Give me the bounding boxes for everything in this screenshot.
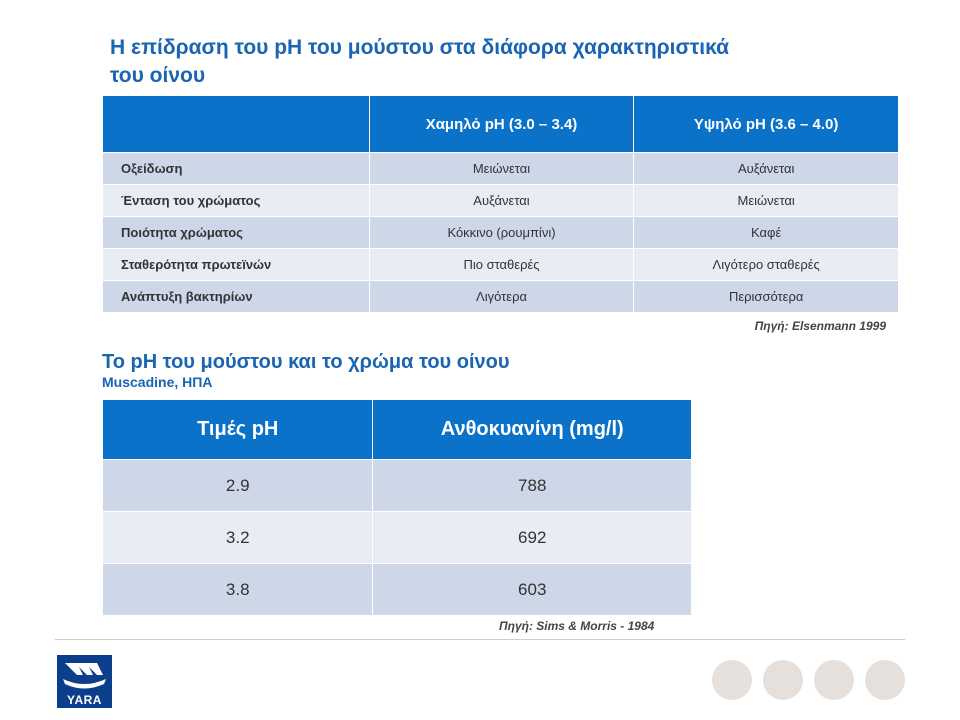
section-title: Το pH του μούστου και το χρώμα του οίνου bbox=[102, 351, 510, 373]
table-row: Οξείδωση Μειώνεται Αυξάνεται bbox=[103, 153, 898, 184]
table1-source: Πηγή: Elsenmann 1999 bbox=[754, 319, 886, 333]
ph-anthocyanin-table: Τιμές pH Ανθοκυανίνη (mg/l) 2.9 788 3.2 … bbox=[102, 399, 692, 616]
table-cell: Μειώνεται bbox=[369, 153, 634, 184]
footer-divider bbox=[55, 639, 905, 640]
table-cell: Λιγότερο σταθερές bbox=[634, 249, 898, 280]
table-row: Σταθερότητα πρωτεϊνών Πιο σταθερές Λιγότ… bbox=[103, 249, 898, 280]
table-cell: Αυξάνεται bbox=[369, 185, 634, 216]
section-subtitle: Muscadine, ΗΠΑ bbox=[102, 374, 213, 390]
row-label: Οξείδωση bbox=[103, 153, 369, 184]
yara-logo: YARA bbox=[57, 655, 112, 708]
table-cell: 3.8 bbox=[103, 564, 373, 615]
table-row: 3.8 603 bbox=[103, 564, 691, 615]
table-cell: 2.9 bbox=[103, 460, 373, 511]
footer-dot bbox=[814, 660, 854, 700]
table-row: Ποιότητα χρώματος Κόκκινο (ρουμπίνι) Καφ… bbox=[103, 217, 898, 248]
slide-title-line-1: Η επίδραση του pH του μούστου στα διάφορ… bbox=[110, 36, 729, 59]
table-cell: Πιο σταθερές bbox=[369, 249, 634, 280]
footer-dot bbox=[865, 660, 905, 700]
table-header-row: Τιμές pH Ανθοκυανίνη (mg/l) bbox=[103, 400, 691, 459]
table-header-cell: Υψηλό pH (3.6 – 4.0) bbox=[634, 96, 898, 152]
table-row: 2.9 788 bbox=[103, 460, 691, 511]
table-header-cell: Τιμές pH bbox=[103, 400, 373, 459]
table-cell: 788 bbox=[373, 460, 691, 511]
ph-effects-table: Χαμηλό pH (3.0 – 3.4) Υψηλό pH (3.6 – 4.… bbox=[102, 95, 899, 313]
table-header-cell: Χαμηλό pH (3.0 – 3.4) bbox=[369, 96, 634, 152]
table-cell: Καφέ bbox=[634, 217, 898, 248]
yara-logo-text: YARA bbox=[67, 693, 102, 707]
table-row: 3.2 692 bbox=[103, 512, 691, 563]
table-cell: Μειώνεται bbox=[634, 185, 898, 216]
footer-dot bbox=[763, 660, 803, 700]
row-label: Ανάπτυξη βακτηρίων bbox=[103, 281, 369, 312]
slide-title: Η επίδραση του pH του μούστου στα διάφορ… bbox=[110, 34, 870, 90]
row-label: Ποιότητα χρώματος bbox=[103, 217, 369, 248]
row-label: Σταθερότητα πρωτεϊνών bbox=[103, 249, 369, 280]
yara-ship-logo-icon bbox=[63, 663, 106, 689]
table-header-cell: Ανθοκυανίνη (mg/l) bbox=[373, 400, 691, 459]
row-label: Ένταση του χρώματος bbox=[103, 185, 369, 216]
table-header-row: Χαμηλό pH (3.0 – 3.4) Υψηλό pH (3.6 – 4.… bbox=[103, 96, 898, 152]
table-header-cell bbox=[103, 96, 369, 152]
table-cell: 603 bbox=[373, 564, 691, 615]
table-cell: Αυξάνεται bbox=[634, 153, 898, 184]
table-cell: Περισσότερα bbox=[634, 281, 898, 312]
table-row: Ένταση του χρώματος Αυξάνεται Μειώνεται bbox=[103, 185, 898, 216]
table-cell: Λιγότερα bbox=[369, 281, 634, 312]
footer-dot bbox=[712, 660, 752, 700]
table-row: Ανάπτυξη βακτηρίων Λιγότερα Περισσότερα bbox=[103, 281, 898, 312]
table-cell: Κόκκινο (ρουμπίνι) bbox=[369, 217, 634, 248]
slide-title-line-2: του οίνου bbox=[110, 64, 206, 87]
table-cell: 692 bbox=[373, 512, 691, 563]
table-cell: 3.2 bbox=[103, 512, 373, 563]
table2-source: Πηγή: Sims & Morris - 1984 bbox=[499, 619, 655, 633]
